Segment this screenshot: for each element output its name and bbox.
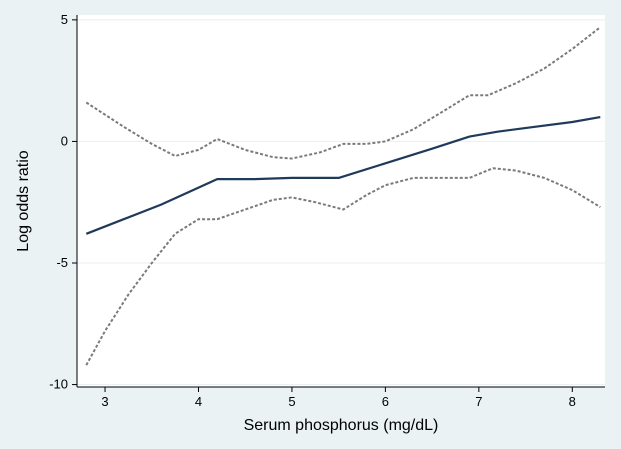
y-tick-label: -5 (56, 255, 68, 270)
gridlines (77, 19, 605, 386)
y-axis-title: Log odds ratio (15, 150, 32, 252)
plot-area (77, 15, 605, 387)
x-tick-label: 5 (288, 394, 295, 409)
series-line-lower-ci (85, 167, 601, 366)
x-axis-title: Serum phosphorus (mg/dL) (244, 417, 439, 434)
x-tick-label: 3 (101, 394, 108, 409)
x-tick-label: 6 (382, 394, 389, 409)
y-tick-label: 5 (61, 12, 68, 27)
series-line-upper-ci (85, 26, 601, 160)
x-tick-label: 8 (569, 394, 576, 409)
y-tick-label: 0 (61, 133, 68, 148)
x-tick-label: 7 (475, 394, 482, 409)
series-group (85, 26, 601, 366)
y-tick-label: -10 (49, 377, 68, 392)
x-tick-label: 4 (195, 394, 202, 409)
series-line-estimate (85, 116, 601, 235)
axes: 5 0 -5 -10 3 4 5 6 7 8 (49, 12, 605, 409)
